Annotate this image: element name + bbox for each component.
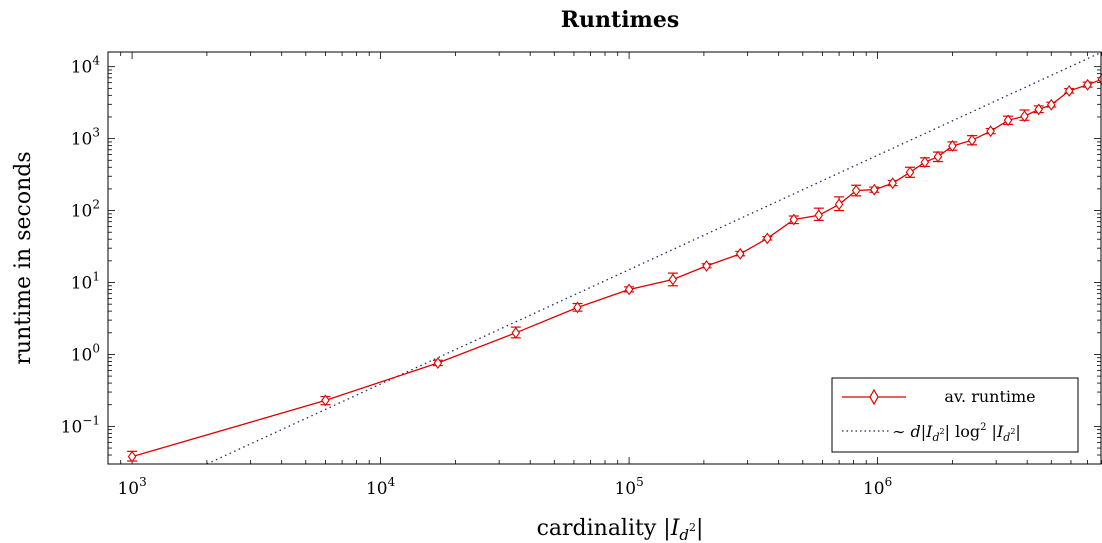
y-tick-label: 100 bbox=[71, 341, 100, 365]
x-tick-label: 105 bbox=[614, 475, 643, 499]
data-point-diamond bbox=[668, 273, 678, 286]
x-tick-label: 103 bbox=[117, 475, 146, 499]
y-axis-label: runtime in seconds bbox=[11, 151, 36, 364]
data-point-diamond bbox=[321, 394, 330, 407]
fit-series bbox=[206, 52, 1102, 464]
data-point-diamond bbox=[1083, 78, 1092, 91]
chart-title: Runtimes bbox=[561, 7, 679, 33]
y-tick-label: 101 bbox=[71, 270, 100, 294]
x-axis-label: cardinality |Id2| bbox=[537, 516, 704, 543]
data-point-diamond bbox=[948, 140, 957, 152]
data-point-diamond bbox=[624, 283, 634, 296]
data-point-diamond bbox=[905, 166, 915, 179]
axis-ticks bbox=[107, 52, 1102, 465]
data-point-diamond bbox=[1047, 98, 1056, 111]
runtime-series bbox=[127, 73, 1102, 463]
plot-frame bbox=[107, 51, 1102, 465]
data-point-diamond bbox=[1003, 114, 1013, 127]
legend-label-runtime: av. runtime bbox=[944, 387, 1035, 406]
y-tick-label: 104 bbox=[71, 54, 101, 78]
x-tick-label: 106 bbox=[863, 475, 892, 499]
data-point-diamond bbox=[127, 450, 137, 463]
data-point-diamond bbox=[814, 209, 824, 222]
data-point-diamond bbox=[511, 326, 521, 339]
axis-tick-labels: 103 104 105 106 10−1 100 101 102 103 104 bbox=[61, 54, 893, 499]
data-point-diamond bbox=[433, 357, 443, 369]
data-point-diamond bbox=[834, 198, 844, 211]
data-point-diamond bbox=[789, 213, 799, 226]
data-point-diamond bbox=[986, 125, 995, 138]
legend-diamond-icon bbox=[869, 388, 879, 406]
data-point-diamond bbox=[920, 156, 930, 169]
data-point-diamond bbox=[1064, 85, 1074, 97]
data-point-diamond bbox=[1020, 110, 1029, 123]
data-point-diamond bbox=[573, 301, 582, 314]
data-point-diamond bbox=[851, 184, 861, 197]
legend-label-fit: ∼ d|Id2| log2 |Id2| bbox=[892, 422, 1021, 444]
y-tick-label: 102 bbox=[71, 198, 100, 222]
legend-box bbox=[831, 377, 1079, 453]
y-tick-label: 10−1 bbox=[61, 413, 100, 437]
data-point-diamond bbox=[888, 177, 897, 190]
data-point-diamond bbox=[1034, 103, 1043, 116]
data-point-diamond bbox=[967, 134, 977, 147]
y-tick-label: 103 bbox=[71, 126, 100, 150]
data-point-diamond bbox=[735, 247, 745, 260]
data-point-diamond bbox=[933, 150, 943, 163]
data-point-diamond bbox=[763, 232, 772, 245]
x-tick-label: 104 bbox=[366, 475, 396, 499]
fit-line bbox=[206, 52, 1102, 464]
legend: av. runtime ∼ d|Id2| log2 |Id2| bbox=[831, 377, 1079, 453]
data-point-diamond bbox=[870, 183, 879, 196]
data-point-diamond bbox=[702, 259, 711, 272]
